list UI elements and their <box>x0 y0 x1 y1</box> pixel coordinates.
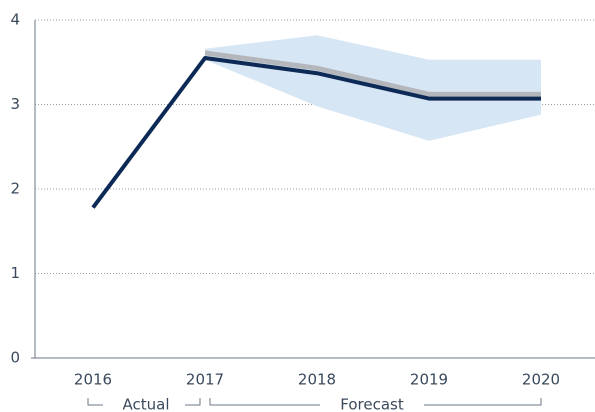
series-line <box>204 50 541 97</box>
forecast-band <box>205 35 541 141</box>
y-tick-label: 3 <box>10 95 20 113</box>
y-tick-label: 1 <box>10 264 20 282</box>
series-line <box>91 56 541 209</box>
y-tick-label: 2 <box>10 180 20 198</box>
y-tick-label: 0 <box>10 349 20 367</box>
annotation: Forecast <box>340 396 404 412</box>
annotation: Actual <box>123 396 170 412</box>
x-tick-label: 2020 <box>522 371 560 389</box>
bracket <box>185 398 201 406</box>
x-tick-label: 2016 <box>74 371 112 389</box>
bracket <box>87 398 103 406</box>
x-tick-label: 2017 <box>186 371 224 389</box>
bracket <box>424 398 542 406</box>
x-tick-label: 2019 <box>410 371 448 389</box>
y-tick-label: 4 <box>10 11 20 29</box>
x-tick-label: 2018 <box>298 371 336 389</box>
bracket <box>209 398 320 406</box>
